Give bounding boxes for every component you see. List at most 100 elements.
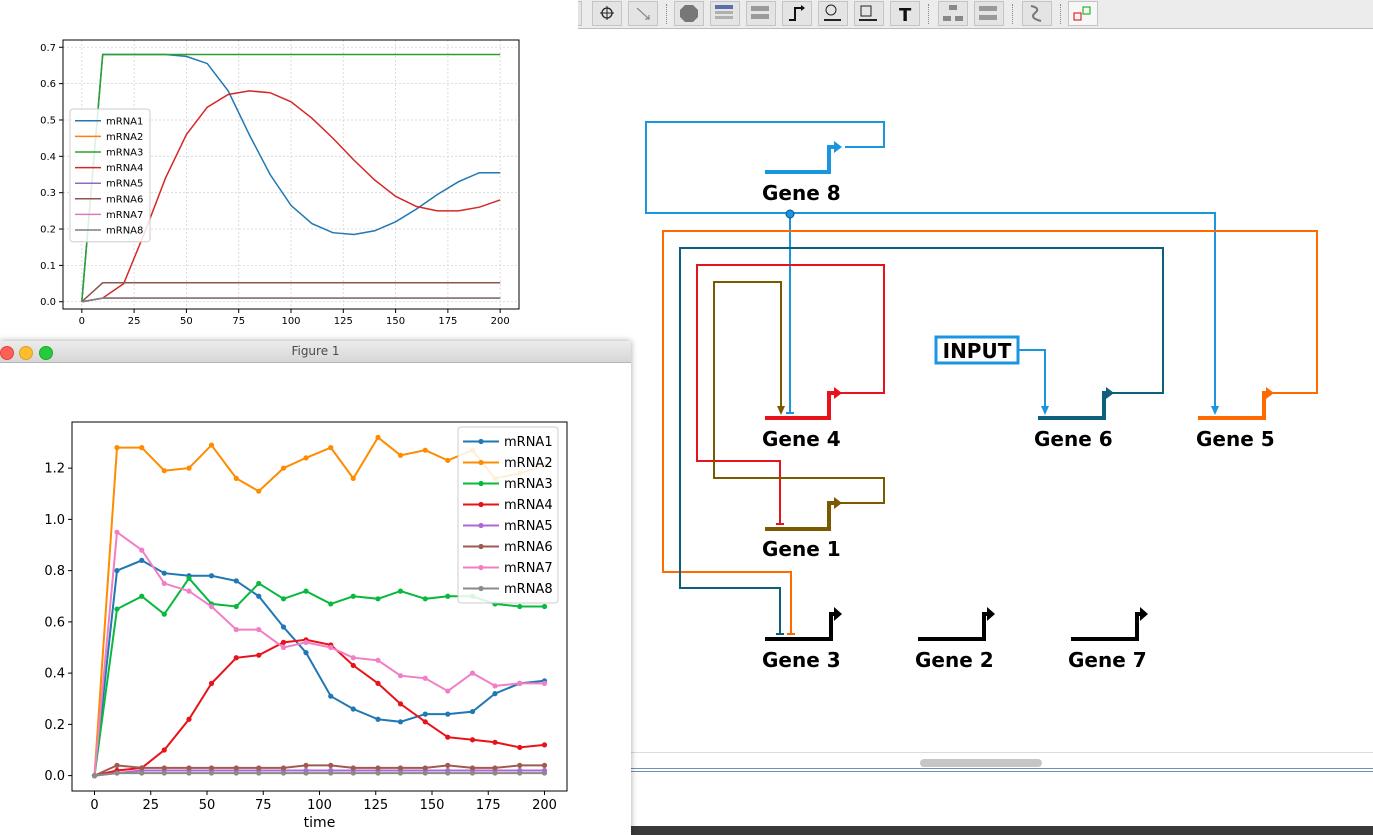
data-point-mRNA4 xyxy=(445,734,451,740)
wire-tool-button[interactable] xyxy=(1022,1,1052,26)
legend-label-mRNA6: mRNA6 xyxy=(106,194,143,205)
data-point-mRNA6 xyxy=(469,765,476,771)
data-point-mRNA3 xyxy=(375,596,381,602)
x-tick-label: 0 xyxy=(79,316,85,327)
gene-1-label: Gene 1 xyxy=(762,537,841,561)
data-point-mRNA3 xyxy=(422,596,428,602)
data-point-mRNA4 xyxy=(492,739,498,745)
legend-label-mRNA8: mRNA8 xyxy=(504,582,553,597)
series-line-mRNA6 xyxy=(94,764,545,777)
data-point-mRNA7 xyxy=(328,644,334,651)
x-tick-label: 150 xyxy=(420,798,445,813)
data-point-mRNA2 xyxy=(256,488,262,494)
series-line-mRNA8 xyxy=(94,772,545,777)
data-point-mRNA7 xyxy=(303,639,309,645)
data-point-mRNA7 xyxy=(541,680,548,686)
transform-tool-button[interactable] xyxy=(628,1,658,26)
series-line-mRNA7 xyxy=(93,530,545,776)
data-point-mRNA6 xyxy=(233,765,239,771)
legend-label-mRNA7: mRNA7 xyxy=(504,561,553,576)
data-point-mRNA2 xyxy=(375,434,381,440)
data-point-mRNA3 xyxy=(350,593,356,599)
x-tick-label: 175 xyxy=(438,316,457,327)
parameters-tool-button[interactable] xyxy=(710,1,740,26)
legend-marker-mRNA2 xyxy=(478,459,484,466)
data-point-mRNA7 xyxy=(397,673,404,679)
close-button[interactable] xyxy=(0,346,14,360)
data-point-mRNA7 xyxy=(208,603,215,610)
data-point-mRNA6 xyxy=(303,762,309,768)
add-table-button[interactable] xyxy=(746,1,776,26)
data-point-mRNA8 xyxy=(186,770,192,776)
data-point-mRNA7 xyxy=(492,683,498,689)
tree-layout-button[interactable] xyxy=(938,1,968,26)
legend-marker-mRNA8 xyxy=(478,585,484,592)
data-point-mRNA8 xyxy=(256,770,262,776)
data-point-mRNA6 xyxy=(208,765,215,771)
data-point-mRNA8 xyxy=(139,770,145,776)
data-point-mRNA8 xyxy=(375,770,381,776)
gene-8-label: Gene 8 xyxy=(762,181,841,205)
data-point-mRNA6 xyxy=(139,765,145,771)
data-point-mRNA4 xyxy=(256,652,262,658)
y-tick-label: 0.2 xyxy=(40,225,56,236)
data-point-mRNA8 xyxy=(445,770,451,776)
move-tool-button[interactable] xyxy=(592,1,622,26)
data-point-mRNA8 xyxy=(469,770,476,776)
data-point-mRNA2 xyxy=(233,475,239,481)
data-point-mRNA3 xyxy=(114,606,120,612)
data-point-mRNA7 xyxy=(469,670,476,676)
data-point-mRNA7 xyxy=(114,529,120,535)
legend-marker-mRNA1 xyxy=(478,438,484,445)
data-point-mRNA2 xyxy=(139,445,145,451)
gene-2-label: Gene 2 xyxy=(915,648,994,672)
gene-5-label: Gene 5 xyxy=(1196,427,1275,451)
data-point-mRNA7 xyxy=(256,626,262,633)
align-layout-button[interactable] xyxy=(974,1,1004,26)
data-point-mRNA3 xyxy=(517,603,523,610)
data-point-mRNA1 xyxy=(256,593,262,599)
data-point-mRNA4 xyxy=(233,655,239,661)
y-tick-label: 0.1 xyxy=(40,261,56,272)
add-species-button[interactable] xyxy=(818,1,848,26)
scrollbar-thumb[interactable] xyxy=(920,759,1042,767)
y-tick-label: 0.6 xyxy=(44,615,65,630)
legend-marker-mRNA5 xyxy=(478,522,484,529)
stop-tool-button[interactable] xyxy=(674,1,704,26)
x-tick-label: 150 xyxy=(386,316,405,327)
add-promoter-button[interactable] xyxy=(782,1,812,26)
y-tick-label: 0.0 xyxy=(40,297,56,308)
y-tick-label: 0.6 xyxy=(40,79,56,90)
color-layout-button[interactable] xyxy=(1068,1,1098,26)
x-tick-label: 75 xyxy=(255,798,272,813)
legend-label-mRNA3: mRNA3 xyxy=(504,477,553,492)
minimize-button[interactable] xyxy=(19,346,33,360)
data-point-mRNA2 xyxy=(208,442,215,448)
legend-label-mRNA1: mRNA1 xyxy=(504,435,553,450)
legend-marker-mRNA4 xyxy=(478,501,484,508)
data-point-mRNA6 xyxy=(541,762,548,768)
series-line-mRNA3 xyxy=(81,53,501,302)
window-titlebar[interactable]: Figure 1 xyxy=(0,341,631,363)
data-point-mRNA7 xyxy=(517,680,523,686)
y-tick-label: 0.3 xyxy=(40,188,56,199)
gene-3-label: Gene 3 xyxy=(762,648,841,672)
data-point-mRNA7 xyxy=(161,580,167,587)
legend-box xyxy=(69,108,151,243)
x-tick-label: 125 xyxy=(363,798,388,813)
add-gene-button[interactable] xyxy=(854,1,884,26)
y-tick-label: 0.2 xyxy=(44,718,65,733)
zoom-button[interactable] xyxy=(39,346,53,360)
add-text-button[interactable]: T xyxy=(890,1,920,26)
horizontal-scrollbar[interactable] xyxy=(578,752,1373,775)
data-point-mRNA8 xyxy=(114,770,120,776)
data-point-mRNA6 xyxy=(186,765,192,771)
data-point-mRNA2 xyxy=(422,447,428,453)
data-point-mRNA6 xyxy=(328,762,334,768)
gene-4-label: Gene 4 xyxy=(762,427,841,451)
data-point-mRNA8 xyxy=(350,770,356,776)
data-point-mRNA7 xyxy=(422,675,428,681)
data-point-mRNA4 xyxy=(161,747,167,753)
chart-2: 0 25 50 75 100 125 150 175 200 0.0 0.2 0.4 0.6 0.8 1.0… xyxy=(44,421,568,831)
input-node[interactable] xyxy=(934,335,1020,365)
